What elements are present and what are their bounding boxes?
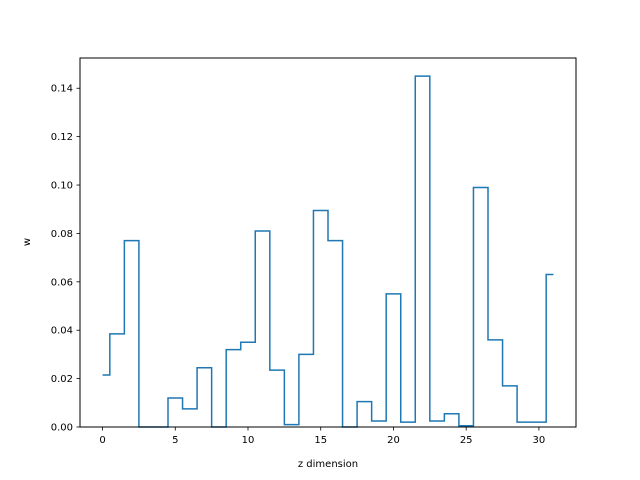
x-tick-label: 25 [460,435,473,446]
x-axis-ticks: 0 5 10 15 20 25 30 [99,427,545,446]
x-tick-label: 30 [533,435,546,446]
series-step-line [102,75,554,428]
y-axis-ticks: 0.00 0.02 0.04 0.06 0.08 0.10 0.12 0.14 [51,84,80,434]
x-axis-label: z dimension [298,459,358,470]
y-tick-label: 0.02 [51,374,73,385]
x-tick-label: 10 [242,435,255,446]
axes-frame [79,57,577,428]
y-axis-label: w [22,238,33,246]
x-tick-label: 15 [314,435,327,446]
plot-area [102,75,554,428]
y-tick-label: 0.04 [51,326,73,337]
y-tick-label: 0.06 [51,277,73,288]
x-tick-label: 5 [172,435,178,446]
x-tick-label: 20 [387,435,400,446]
x-tick-label: 0 [99,435,105,446]
y-tick-label: 0.10 [51,181,73,192]
y-tick-label: 0.12 [51,132,73,143]
y-tick-label: 0.08 [51,229,73,240]
y-tick-label: 0.14 [51,84,73,95]
y-tick-label: 0.00 [51,423,73,434]
